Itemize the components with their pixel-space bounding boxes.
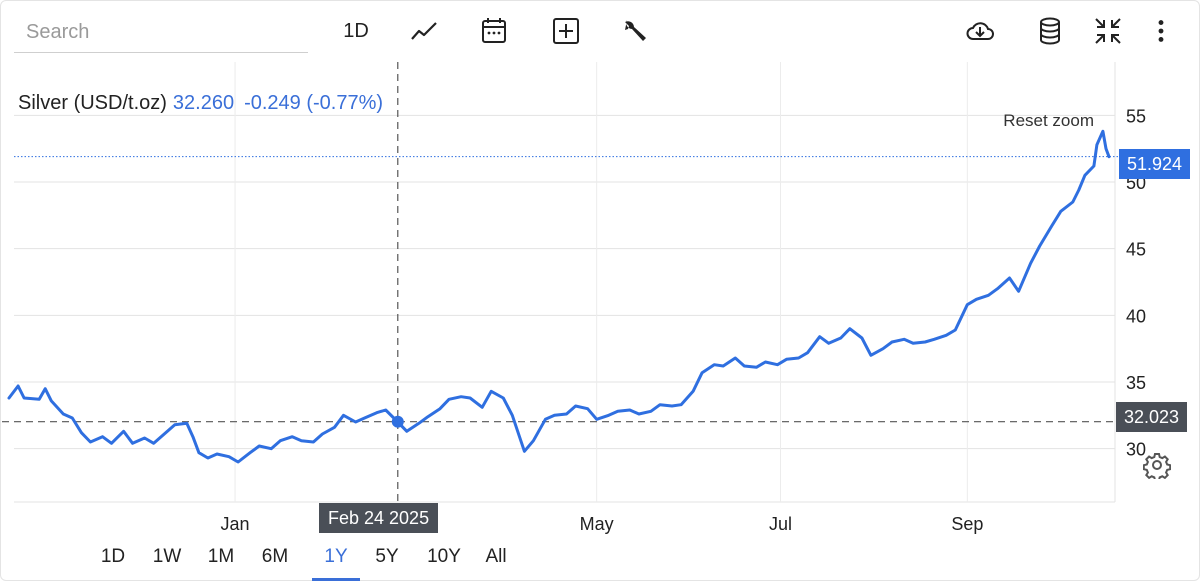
chart-settings-button[interactable] <box>1142 451 1172 482</box>
database-icon <box>1040 17 1060 45</box>
chart-marks <box>2 62 1118 504</box>
more-vert-icon <box>1158 20 1164 42</box>
range-1w[interactable]: 1W <box>152 546 182 567</box>
range-5y[interactable]: 5Y <box>375 546 399 567</box>
y-tick-label: 30 <box>1126 440 1146 460</box>
collapse-button[interactable] <box>1088 12 1128 50</box>
line-chart-icon <box>411 22 437 40</box>
more-options-button[interactable] <box>1146 12 1176 50</box>
range-10y[interactable]: 10Y <box>427 546 461 567</box>
wrench-icon <box>625 20 646 41</box>
y-tick-label: 45 <box>1126 240 1146 260</box>
legend-change: -0.249 (-0.77%) <box>244 92 384 114</box>
x-axis: Jan May Jul Sep <box>221 514 984 534</box>
crosshair-point <box>391 415 404 428</box>
legend-value: 32.260 <box>172 92 235 114</box>
x-tick-label: Jul <box>769 514 792 534</box>
crosshair-date-tag: Feb 24 2025 <box>319 503 439 533</box>
chart-type-button[interactable] <box>404 12 444 50</box>
interval-button[interactable]: 1D <box>343 19 369 42</box>
reset-zoom-button[interactable]: Reset zoom <box>1003 111 1094 130</box>
y-tick-label: 40 <box>1126 306 1146 326</box>
gear-icon <box>1142 453 1172 482</box>
last-price-tag: 51.924 <box>1119 149 1191 179</box>
range-6m[interactable]: 6M <box>261 546 289 567</box>
range-selector: 1D 1W 1M 6M 1Y 5Y 10Y All <box>100 540 508 581</box>
data-button[interactable] <box>1030 12 1070 50</box>
collapse-icon <box>1095 18 1121 44</box>
range-1y[interactable]: 1Y <box>312 540 360 581</box>
download-button[interactable] <box>960 12 1000 50</box>
legend-series-name: Silver (USD/t.oz) <box>18 92 167 114</box>
compare-button[interactable] <box>546 12 586 50</box>
range-all[interactable]: All <box>485 546 507 567</box>
y-tick-label: 35 <box>1126 373 1146 393</box>
range-1m[interactable]: 1M <box>207 546 235 567</box>
price-series-line <box>7 129 1111 464</box>
x-tick-label: Jan <box>221 514 250 534</box>
x-tick-label: May <box>580 514 614 534</box>
calendar-icon <box>482 18 506 43</box>
crosshair-price-tag: 32.023 <box>1116 402 1188 432</box>
range-1d[interactable]: 1D <box>100 546 126 567</box>
chart-grid <box>14 62 1116 503</box>
y-tick-label: 55 <box>1126 106 1146 126</box>
cloud-download-icon <box>966 22 994 40</box>
search-box[interactable] <box>14 14 308 53</box>
search-input[interactable] <box>14 14 306 50</box>
settings-tools-button[interactable] <box>614 12 654 50</box>
chart-legend: Silver (USD/t.oz) 32.260 -0.249 (-0.77%) <box>18 92 383 115</box>
date-range-button[interactable] <box>474 12 514 50</box>
add-box-icon <box>553 18 579 44</box>
x-tick-label: Sep <box>951 514 983 534</box>
